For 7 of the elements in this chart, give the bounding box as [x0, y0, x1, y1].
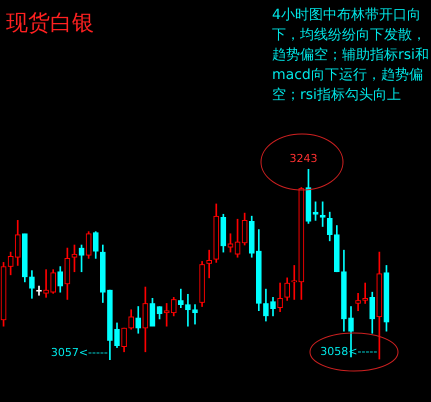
chart-title: 现货白银	[6, 10, 94, 38]
candlestick	[228, 233, 234, 252]
text: 4小时图中布林带开口向下，均线纷纷向下发散，趋势偏空；辅助指标rsi和macd向下运行，趋势偏空；rsi指标勾头向上	[272, 6, 430, 105]
annotation: 3057<-----	[50, 346, 108, 359]
candlestick	[192, 304, 198, 324]
candlestick	[72, 244, 78, 272]
annotation: 3243	[289, 152, 318, 165]
